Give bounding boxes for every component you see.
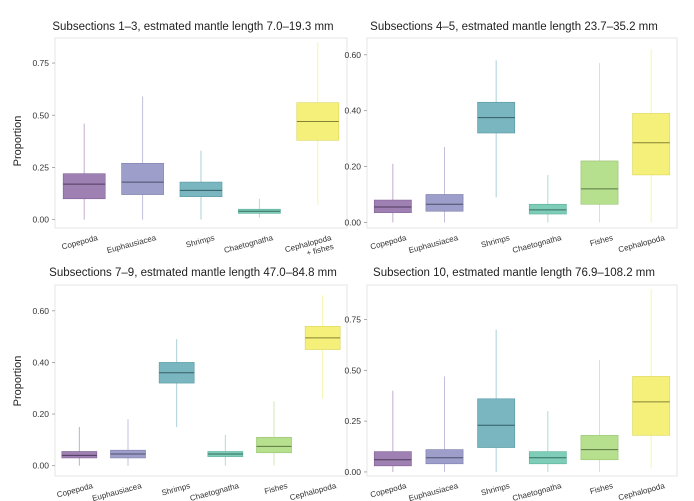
x-tick-label: Euphausiacea (106, 233, 158, 255)
x-tick-label-line: Fishes (263, 481, 288, 496)
plot-frame (367, 285, 677, 476)
chart-plot: 0.00 0.25 0.50 0.75 Copepoda Euphausiacea Shri… (347, 258, 694, 501)
box-iqr (633, 376, 670, 435)
x-tick-label: Cephalopoda (289, 481, 338, 501)
box-iqr (122, 163, 164, 194)
box-iqr (63, 174, 105, 199)
x-tick-label-line: Euphausiacea (106, 233, 158, 255)
x-tick-label: Cephalopoda (617, 481, 666, 501)
box-iqr (374, 200, 411, 213)
x-tick-label: Fishes (263, 481, 288, 496)
x-tick-label-line: Shrimps (480, 233, 511, 249)
y-tick-label: 0.50 (344, 365, 361, 375)
y-tick-label: 0.00 (344, 467, 361, 477)
box-iqr (256, 437, 291, 452)
box-iqr (62, 451, 97, 457)
x-tick-label: Cephalopoda (617, 233, 666, 254)
y-tick-label: 0.25 (32, 162, 49, 172)
box-iqr (529, 204, 566, 214)
x-tick-label-line: Chaetognatha (223, 233, 274, 255)
y-tick-label: 0.00 (32, 215, 49, 225)
chart-panel-4: Subsection 10, estmated mantle length 76… (347, 258, 694, 501)
chart-panel-2: Subsections 4–5, estmated mantle length … (347, 0, 694, 260)
x-tick-label: Shrimps (161, 481, 192, 497)
x-tick-label-line: Euphausiacea (408, 481, 460, 501)
x-tick-label-line: Euphausiacea (91, 481, 143, 501)
x-tick-label: Shrimps (480, 233, 511, 249)
x-tick-label-line: Cephalopoda (617, 233, 666, 254)
x-tick-label: Copepoda (56, 481, 95, 499)
box-iqr (581, 435, 618, 459)
box-iqr (374, 452, 411, 466)
x-tick-label-line: Chaetognatha (189, 481, 240, 501)
x-tick-label-line: Chaetognatha (511, 481, 562, 501)
x-tick-label: Euphausiacea (408, 481, 460, 501)
x-tick-label: Fishes (589, 481, 614, 496)
y-tick-label: 0.20 (32, 409, 49, 419)
y-tick-label: 0.40 (344, 106, 361, 116)
x-tick-label-line: Euphausiacea (408, 233, 460, 255)
x-tick-label-line: Fishes (589, 233, 614, 248)
x-tick-label-line: Shrimps (480, 481, 511, 497)
plot-frame (55, 285, 347, 476)
chart-panel-3: Subsections 7–9, estmated mantle length … (0, 258, 360, 501)
y-tick-label: 0.75 (344, 315, 361, 325)
y-tick-label: 0.25 (344, 416, 361, 426)
y-tick-label: 0.60 (32, 306, 49, 316)
x-tick-label: Shrimps (480, 481, 511, 497)
x-tick-label-line: Shrimps (161, 481, 192, 497)
y-tick-label: 0.50 (32, 110, 49, 120)
box-iqr (633, 113, 670, 174)
x-tick-label: Fishes (589, 233, 614, 248)
chart-plot: 0.00 0.25 0.50 0.75 Copepoda Euphausiacea Shri… (0, 0, 360, 260)
x-tick-label-line: Chaetognatha (511, 233, 562, 255)
x-tick-label: Chaetognatha (511, 481, 562, 501)
y-tick-label: 0.00 (32, 461, 49, 471)
box-iqr (426, 450, 463, 464)
y-tick-label: 0.00 (344, 217, 361, 227)
box-iqr (426, 194, 463, 211)
y-tick-label: 0.75 (32, 58, 49, 68)
x-tick-label: Euphausiacea (408, 233, 460, 255)
x-tick-label: Copepoda (61, 233, 100, 251)
y-tick-label: 0.60 (344, 50, 361, 60)
x-tick-label: Euphausiacea (91, 481, 143, 501)
x-tick-label-line: Copepoda (369, 233, 408, 251)
x-tick-label-line: Copepoda (369, 481, 408, 499)
x-tick-label-line: Copepoda (56, 481, 95, 499)
y-tick-label: 0.20 (344, 162, 361, 172)
x-tick-label-line: Cephalopoda (617, 481, 666, 501)
x-tick-label: Copepoda (369, 233, 408, 251)
x-tick-label: Chaetognatha (511, 233, 562, 255)
chart-panel-1: Subsections 1–3, estmated mantle length … (0, 0, 360, 260)
box-iqr (478, 399, 515, 448)
box-iqr (581, 161, 618, 204)
x-tick-label-line: Shrimps (185, 233, 216, 249)
x-tick-label: Chaetognatha (189, 481, 240, 501)
x-tick-label-line: Fishes (589, 481, 614, 496)
x-tick-label-line: Copepoda (61, 233, 100, 251)
x-tick-label-line: Cephalopoda (289, 481, 338, 501)
x-tick-label: Shrimps (185, 233, 216, 249)
box-iqr (180, 182, 222, 197)
plot-frame (367, 38, 677, 228)
x-tick-label: Copepoda (369, 481, 408, 499)
x-tick-label: Chaetognatha (223, 233, 274, 255)
y-tick-label: 0.40 (32, 357, 49, 367)
